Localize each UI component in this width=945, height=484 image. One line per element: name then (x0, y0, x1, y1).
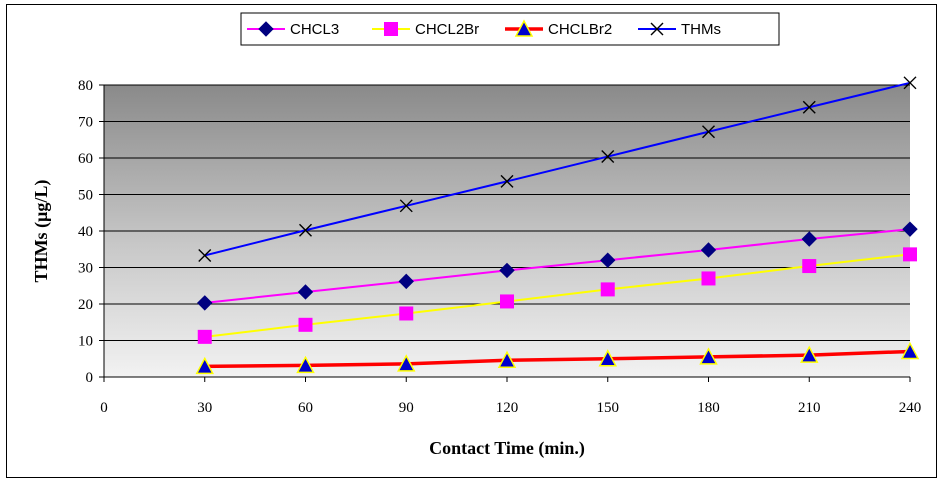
x-tick-label: 180 (697, 400, 720, 416)
x-tick-label: 60 (298, 400, 313, 416)
legend-label: THMs (681, 21, 721, 38)
series-line-chclbr2 (204, 349, 911, 369)
data-point-chclbr2 (296, 355, 315, 374)
data-point-chcl2br (399, 306, 414, 321)
legend-label: CHCLBr2 (548, 21, 612, 38)
data-point-chcl3 (801, 231, 817, 247)
legend-item-chclbr2: CHCLBr2 (505, 19, 612, 38)
data-point-chclbr2 (195, 356, 214, 375)
x-tick-label: 30 (197, 400, 212, 416)
legend-marker (650, 22, 664, 36)
data-point-thms (299, 223, 312, 237)
y-tick-label: 40 (78, 224, 93, 240)
y-tick-label: 10 (78, 334, 93, 350)
data-point-thms (601, 150, 615, 164)
series-chcl3 (197, 221, 918, 311)
data-point-chcl2br (500, 294, 514, 309)
legend-marker (384, 22, 398, 36)
data-point-chcl2br (600, 282, 615, 297)
series-chclbr2 (195, 341, 920, 375)
y-axis-title: THMs (µg/L) (31, 180, 52, 283)
y-tick-label: 20 (78, 297, 93, 313)
legend-label: CHCL3 (290, 21, 339, 38)
x-tick-label: 150 (597, 400, 620, 416)
tick-labels: 0 10 20 30 40 50 60 70 80 0 30 60 90 120 150 180 210 240 (78, 78, 921, 416)
data-point-chcl2br (298, 317, 313, 332)
y-tick-label: 0 (86, 370, 94, 386)
data-point-thms (399, 199, 413, 213)
x-tick-label: 0 (100, 400, 108, 416)
data-point-chcl3 (197, 295, 213, 311)
data-point-chclbr2 (900, 341, 920, 360)
x-axis-title: Contact Time (min.) (429, 438, 585, 459)
data-point-thms (802, 100, 816, 114)
legend-item-chcl3: CHCL3 (247, 21, 339, 38)
legend-label: CHCL2Br (415, 21, 479, 38)
data-point-chcl2br (197, 329, 212, 344)
data-point-chclbr2 (598, 349, 617, 367)
data-point-chcl3 (499, 262, 515, 279)
data-point-chcl3 (600, 252, 616, 268)
data-point-chcl2br (903, 247, 917, 262)
y-tick-label: 80 (78, 78, 93, 94)
data-point-thms (500, 174, 514, 188)
legend-marker (258, 21, 274, 37)
data-point-chclbr2 (699, 347, 718, 365)
data-point-chcl2br (802, 259, 817, 274)
data-point-chclbr2 (397, 354, 416, 372)
legend-marker (514, 19, 534, 37)
series-chcl2br (197, 247, 917, 344)
data-point-chcl3 (297, 284, 314, 300)
x-tick-label: 240 (899, 400, 922, 416)
data-point-thms (198, 248, 212, 262)
series-layer (195, 76, 920, 375)
x-tick-label: 210 (798, 400, 821, 416)
series-line-chcl2br (204, 253, 911, 338)
data-point-chclbr2 (497, 350, 517, 368)
y-tick-label: 70 (78, 115, 93, 131)
data-point-chcl3 (398, 273, 414, 290)
chart-frame: 0 10 20 30 40 50 60 70 80 0 30 60 90 120 150 180 210 240 … (6, 4, 937, 478)
x-tick-label: 90 (399, 400, 414, 416)
legend-item-chcl2br: CHCL2Br (372, 21, 479, 38)
x-tick-label: 120 (496, 400, 519, 416)
data-point-thms (702, 125, 715, 139)
data-point-chclbr2 (800, 345, 819, 363)
legend-item-thms: THMs (638, 21, 721, 38)
series-line-thms (204, 81, 911, 257)
series-line-chcl3 (204, 228, 911, 304)
legend: CHCL3 CHCL2Br CHCLBr2 THMs (240, 12, 780, 46)
y-tick-label: 50 (78, 188, 93, 204)
data-point-chcl3 (700, 242, 717, 258)
data-point-thms (903, 76, 917, 90)
series-thms (198, 76, 917, 262)
y-tick-label: 60 (78, 151, 93, 167)
data-point-chcl2br (701, 271, 716, 286)
axes (99, 84, 911, 382)
data-point-chcl3 (902, 221, 918, 237)
y-tick-label: 30 (78, 261, 93, 277)
